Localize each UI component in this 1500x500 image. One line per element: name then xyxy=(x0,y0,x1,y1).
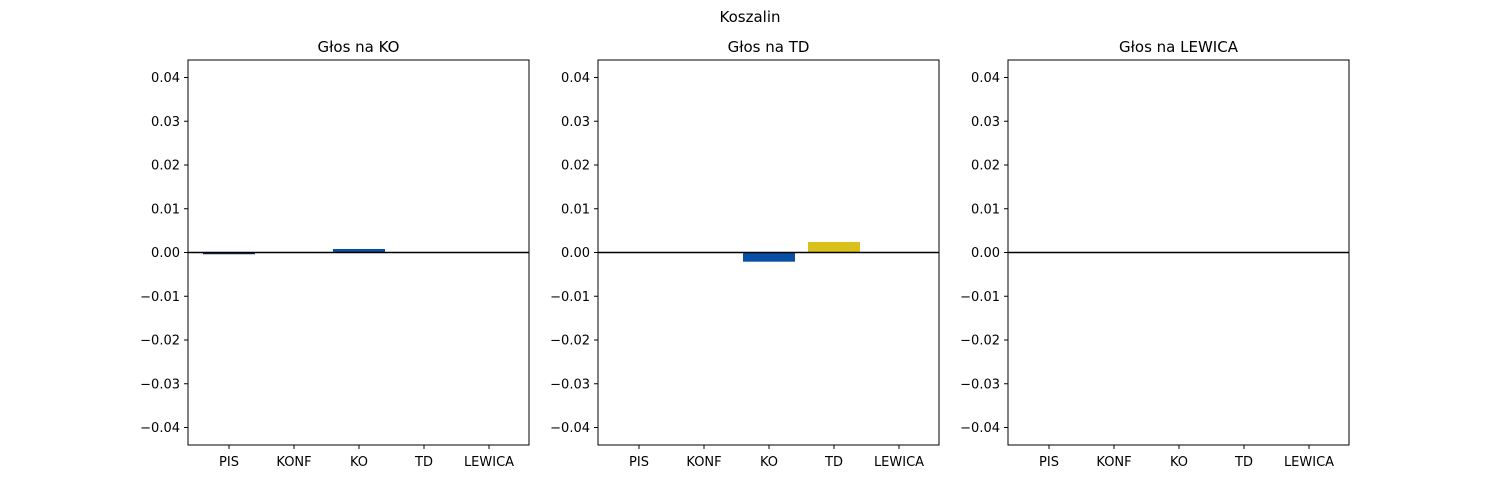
y-tick-label: −0.04 xyxy=(140,421,180,436)
x-tick-label: PIS xyxy=(219,455,239,470)
x-tick-label: PIS xyxy=(1039,455,1059,470)
y-tick-label: −0.01 xyxy=(140,290,180,305)
y-tick-label: 0.00 xyxy=(971,246,1000,261)
y-tick-label: 0.04 xyxy=(151,71,180,86)
y-tick-label: −0.04 xyxy=(550,421,590,436)
figure-title: Koszalin xyxy=(720,8,781,26)
x-tick-label: LEWICA xyxy=(874,455,924,470)
panel-title: Głos na KO xyxy=(318,38,400,56)
x-tick-label: PIS xyxy=(629,455,649,470)
y-tick-label: 0.01 xyxy=(561,202,590,217)
y-tick-label: −0.02 xyxy=(140,334,180,349)
bar-ko xyxy=(333,249,385,253)
y-tick-label: 0.02 xyxy=(561,159,590,174)
x-tick-label: KO xyxy=(1170,455,1188,470)
y-tick-label: −0.04 xyxy=(960,421,1000,436)
x-tick-label: TD xyxy=(824,455,843,470)
y-tick-label: −0.03 xyxy=(960,377,1000,392)
y-tick-label: 0.01 xyxy=(971,202,1000,217)
y-tick-label: 0.02 xyxy=(151,159,180,174)
bar-ko xyxy=(743,252,795,262)
y-tick-label: 0.04 xyxy=(971,71,1000,86)
chart-panel-2: Głos na TD 0.04 0.03 0.02 0.01 0.00 −0.01 −0.02… xyxy=(550,38,940,470)
y-tick-label: −0.02 xyxy=(550,334,590,349)
panel-title: Głos na TD xyxy=(728,38,810,56)
x-tick-label: KONF xyxy=(1096,455,1131,470)
y-tick-label: 0.03 xyxy=(151,115,180,130)
x-tick-label: KONF xyxy=(276,455,311,470)
y-tick-label: 0.01 xyxy=(151,202,180,217)
y-tick-label: −0.01 xyxy=(550,290,590,305)
x-tick-label: TD xyxy=(1234,455,1253,470)
y-tick-label: −0.02 xyxy=(960,334,1000,349)
x-tick-label: KO xyxy=(350,455,368,470)
y-tick-label: 0.04 xyxy=(561,71,590,86)
y-tick-label: 0.00 xyxy=(151,246,180,261)
x-tick-label: LEWICA xyxy=(1284,455,1334,470)
y-tick-label: 0.03 xyxy=(971,115,1000,130)
y-tick-label: 0.03 xyxy=(561,115,590,130)
x-tick-label: KONF xyxy=(686,455,721,470)
panel-title: Głos na LEWICA xyxy=(1119,38,1239,56)
x-tick-label: KO xyxy=(760,455,778,470)
chart-panel-3: Głos na LEWICA 0.04 0.03 0.02 0.01 0.00 −0.01 −… xyxy=(960,38,1350,470)
chart-panel-1: Głos na KO 0.04 0.03 0.02 0.01 0.00 −0.01 −0.02… xyxy=(140,38,530,470)
bar-td xyxy=(808,242,860,253)
chart-panels: Głos na KO 0.04 0.03 0.02 0.01 0.00 −0.01 −0.02… xyxy=(140,38,1350,470)
x-tick-label: TD xyxy=(414,455,433,470)
y-tick-label: 0.00 xyxy=(561,246,590,261)
y-tick-label: 0.02 xyxy=(971,159,1000,174)
y-tick-label: −0.03 xyxy=(550,377,590,392)
y-tick-label: −0.03 xyxy=(140,377,180,392)
x-tick-label: LEWICA xyxy=(464,455,514,470)
y-tick-label: −0.01 xyxy=(960,290,1000,305)
bar-pis xyxy=(203,252,255,255)
